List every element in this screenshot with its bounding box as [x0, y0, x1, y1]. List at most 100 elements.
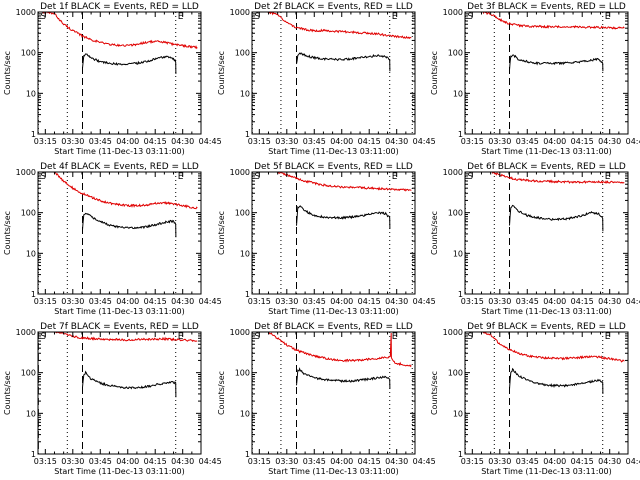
- end-marker-label: E: [605, 12, 611, 22]
- x-tick-label: 03:15: [248, 297, 271, 306]
- x-tick-label: 04:45: [199, 297, 222, 306]
- x-tick-label: 04:30: [385, 137, 408, 146]
- y-axis-label: Counts/sec: [430, 211, 439, 255]
- x-tick-label: 03:15: [461, 457, 484, 466]
- x-tick-label: 03:30: [275, 457, 298, 466]
- y-tick-label: 10: [240, 249, 250, 258]
- y-tick-label: 1: [458, 450, 463, 459]
- x-tick-label: 04:30: [385, 457, 408, 466]
- x-tick-label: 03:30: [61, 137, 84, 146]
- lld-series-line: [252, 172, 412, 192]
- y-tick-label: 100: [21, 369, 36, 378]
- start-marker-label: S: [254, 332, 260, 342]
- y-tick-label: 100: [448, 369, 463, 378]
- events-series-line: [82, 370, 177, 398]
- x-tick-label: 04:30: [171, 137, 194, 146]
- x-tick-label: 04:15: [144, 137, 167, 146]
- y-tick-label: 100: [21, 49, 36, 58]
- y-tick-label: 1: [245, 450, 250, 459]
- y-tick-label: 1000: [16, 328, 36, 337]
- y-tick-label: 1: [245, 290, 250, 299]
- x-tick-label: 04:00: [116, 457, 139, 466]
- start-marker-label: S: [467, 12, 473, 22]
- lld-series-line: [252, 12, 412, 40]
- x-tick-label: 04:45: [413, 297, 436, 306]
- start-marker-label: S: [467, 332, 473, 342]
- x-tick-label: 03:15: [461, 297, 484, 306]
- y-tick-label: 10: [453, 409, 463, 418]
- x-tick-label: 04:30: [598, 457, 621, 466]
- y-axis-label: Counts/sec: [430, 371, 439, 415]
- x-tick-label: 04:00: [116, 137, 139, 146]
- x-axis-label: Start Time (11-Dec-13 03:11:00): [481, 147, 612, 156]
- lld-series-line: [252, 332, 412, 368]
- events-series-line: [509, 204, 604, 232]
- x-axis-label: Start Time (11-Dec-13 03:11:00): [54, 467, 185, 476]
- x-tick-label: 03:15: [34, 297, 57, 306]
- panel-title: Det 7f BLACK = Events, RED = LLD: [40, 322, 199, 332]
- end-marker-label: E: [392, 332, 398, 342]
- x-tick-label: 04:30: [171, 297, 194, 306]
- x-tick-label: 03:45: [303, 457, 326, 466]
- x-axis-label: Start Time (11-Dec-13 03:11:00): [481, 467, 612, 476]
- events-series-line: [82, 212, 177, 238]
- lld-series-line: [38, 172, 198, 210]
- y-axis-label: Counts/sec: [217, 371, 226, 415]
- y-tick-label: 1000: [230, 328, 250, 337]
- plot-frame: [251, 331, 416, 455]
- x-axis-label: Start Time (11-Dec-13 03:11:00): [268, 467, 399, 476]
- plot-frame: [37, 171, 202, 295]
- x-axis-label: Start Time (11-Dec-13 03:11:00): [481, 307, 612, 316]
- y-axis-label: Counts/sec: [217, 51, 226, 95]
- y-tick-label: 1000: [443, 8, 463, 17]
- end-marker-label: E: [178, 332, 184, 342]
- y-tick-label: 1000: [16, 8, 36, 17]
- plot-frame: [464, 331, 629, 455]
- x-tick-label: 04:15: [571, 297, 594, 306]
- x-tick-label: 04:00: [543, 457, 566, 466]
- start-marker-label: S: [254, 12, 260, 22]
- y-tick-label: 1: [31, 290, 36, 299]
- x-tick-label: 04:00: [330, 137, 353, 146]
- x-tick-label: 04:45: [413, 457, 436, 466]
- x-tick-label: 04:30: [598, 297, 621, 306]
- start-marker-label: S: [40, 12, 46, 22]
- x-tick-label: 04:00: [116, 297, 139, 306]
- panel-title: Det 1f BLACK = Events, RED = LLD: [40, 2, 199, 12]
- lld-series-line: [465, 172, 625, 184]
- x-tick-label: 03:30: [275, 137, 298, 146]
- x-tick-label: 03:45: [303, 297, 326, 306]
- lld-series-line: [38, 332, 198, 343]
- y-tick-label: 10: [26, 249, 36, 258]
- x-tick-label: 04:15: [144, 297, 167, 306]
- x-tick-label: 04:45: [199, 457, 222, 466]
- x-tick-label: 03:45: [89, 457, 112, 466]
- start-marker-label: S: [40, 332, 46, 342]
- y-tick-label: 100: [235, 209, 250, 218]
- x-axis-label: Start Time (11-Dec-13 03:11:00): [54, 307, 185, 316]
- y-tick-label: 10: [240, 89, 250, 98]
- x-tick-label: 04:45: [413, 137, 436, 146]
- x-tick-label: 03:45: [516, 457, 539, 466]
- y-tick-label: 1000: [230, 168, 250, 177]
- y-tick-label: 100: [235, 49, 250, 58]
- y-tick-label: 1: [31, 450, 36, 459]
- x-tick-label: 04:45: [199, 137, 222, 146]
- events-series-line: [296, 52, 391, 72]
- y-tick-label: 100: [448, 49, 463, 58]
- x-tick-label: 04:15: [358, 297, 381, 306]
- y-tick-label: 1: [31, 130, 36, 139]
- y-tick-label: 1000: [443, 328, 463, 337]
- x-tick-label: 03:15: [461, 137, 484, 146]
- panel-title: Det 2f BLACK = Events, RED = LLD: [254, 2, 413, 12]
- x-tick-label: 04:45: [626, 137, 640, 146]
- y-axis-label: Counts/sec: [217, 211, 226, 255]
- y-tick-label: 1: [458, 130, 463, 139]
- y-tick-label: 1000: [230, 8, 250, 17]
